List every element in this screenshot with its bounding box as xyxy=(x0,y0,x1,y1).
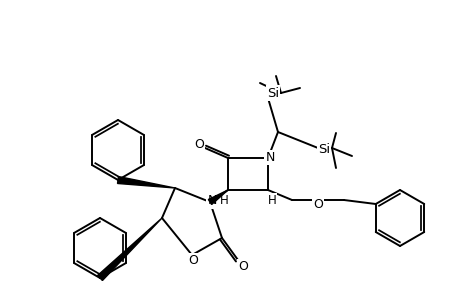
Polygon shape xyxy=(97,218,162,280)
Text: O: O xyxy=(194,137,203,151)
Polygon shape xyxy=(208,190,228,205)
Text: N: N xyxy=(207,194,216,208)
Text: H: H xyxy=(267,194,276,206)
Text: O: O xyxy=(238,260,247,272)
Text: O: O xyxy=(188,254,197,266)
Text: O: O xyxy=(313,199,322,212)
Text: Si: Si xyxy=(317,142,330,155)
Text: H: H xyxy=(219,194,228,206)
Text: Si: Si xyxy=(266,86,279,100)
Polygon shape xyxy=(117,176,174,188)
Text: N: N xyxy=(265,151,274,164)
